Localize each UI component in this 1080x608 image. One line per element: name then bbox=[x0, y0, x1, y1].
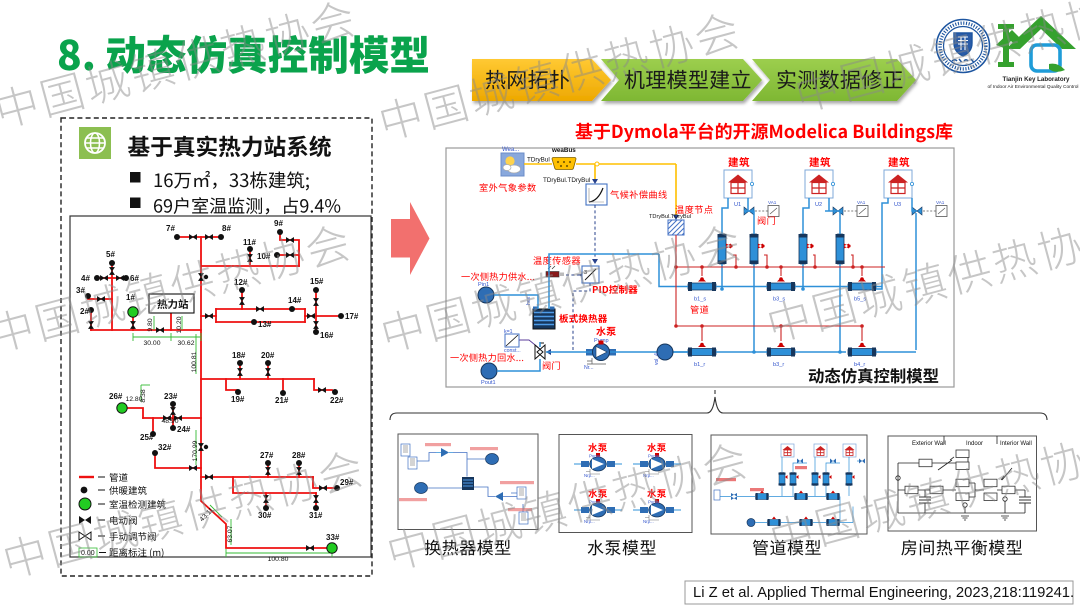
svg-text:19#: 19# bbox=[231, 395, 245, 404]
svg-text:weaBus: weaBus bbox=[551, 147, 576, 154]
svg-text:8.38: 8.38 bbox=[140, 389, 147, 402]
svg-text:Pump: Pump bbox=[589, 500, 601, 505]
svg-text:63.07: 63.07 bbox=[227, 525, 234, 542]
svg-text:b1_r: b1_r bbox=[694, 362, 705, 368]
svg-text:5#: 5# bbox=[106, 250, 115, 259]
svg-text:22#: 22# bbox=[330, 396, 344, 405]
svg-text:TDryBul.TDryBul: TDryBul.TDryBul bbox=[543, 177, 590, 184]
svg-text:30.62: 30.62 bbox=[177, 340, 194, 347]
svg-text:18#: 18# bbox=[232, 351, 246, 360]
svg-text:28#: 28# bbox=[292, 451, 306, 460]
svg-text:4#: 4# bbox=[81, 274, 90, 283]
svg-text:b1_s: b1_s bbox=[694, 297, 706, 303]
svg-text:b5_s: b5_s bbox=[854, 297, 866, 303]
svg-text:Pout1: Pout1 bbox=[481, 380, 496, 386]
svg-text:32#: 32# bbox=[158, 443, 172, 452]
svg-text:3#: 3# bbox=[76, 286, 85, 295]
svg-text:Nrp...: Nrp... bbox=[584, 519, 595, 524]
svg-text:TDryBul: TDryBul bbox=[527, 157, 550, 164]
svg-text:b3_r: b3_r bbox=[773, 362, 784, 368]
svg-text:Nr...: Nr... bbox=[584, 365, 594, 371]
svg-text:13#: 13# bbox=[258, 320, 272, 329]
svg-text:U2: U2 bbox=[815, 202, 822, 208]
svg-text:U1: U1 bbox=[734, 202, 741, 208]
svg-text:U3: U3 bbox=[894, 202, 901, 208]
svg-text:9#: 9# bbox=[274, 219, 283, 228]
svg-text:12#: 12# bbox=[234, 278, 248, 287]
svg-text:Pump: Pump bbox=[648, 500, 660, 505]
svg-text:17#: 17# bbox=[345, 312, 359, 321]
svg-text:170.99: 170.99 bbox=[192, 440, 199, 461]
svg-text:33#: 33# bbox=[326, 533, 340, 542]
svg-text:Indoor: Indoor bbox=[966, 441, 983, 447]
svg-text:29#: 29# bbox=[340, 478, 354, 487]
svg-text:Exterior Wall: Exterior Wall bbox=[912, 441, 946, 447]
svg-text:Nrp...: Nrp... bbox=[584, 473, 595, 478]
svg-text:VA1: VA1 bbox=[857, 200, 866, 205]
svg-text:3: 3 bbox=[584, 270, 587, 276]
svg-text:6#: 6# bbox=[130, 274, 139, 283]
svg-text:10#: 10# bbox=[257, 252, 271, 261]
svg-text:7#: 7# bbox=[166, 224, 175, 233]
svg-text:30.00: 30.00 bbox=[143, 340, 160, 347]
svg-text:100.81: 100.81 bbox=[191, 351, 198, 372]
svg-text:hex: hex bbox=[526, 296, 532, 305]
svg-text:TDryBul.TDryBul: TDryBul.TDryBul bbox=[649, 214, 691, 220]
svg-text:10.20: 10.20 bbox=[176, 316, 183, 333]
svg-text:of Indoor Air Environmental Qu: of Indoor Air Environmental Quality Cont… bbox=[988, 84, 1079, 90]
svg-text:0.00: 0.00 bbox=[81, 550, 95, 557]
svg-text:Nrp...: Nrp... bbox=[643, 473, 654, 478]
svg-text:Pin1: Pin1 bbox=[478, 282, 489, 288]
svg-text:12.80: 12.80 bbox=[125, 396, 142, 403]
svg-text:25#: 25# bbox=[140, 433, 154, 442]
svg-text:21#: 21# bbox=[275, 396, 289, 405]
svg-text:2#: 2# bbox=[80, 307, 89, 316]
svg-text:Pump: Pump bbox=[589, 454, 601, 459]
svg-text:Pump: Pump bbox=[648, 454, 660, 459]
svg-text:const...: const... bbox=[504, 348, 521, 354]
svg-text:Interior Wall: Interior Wall bbox=[1000, 441, 1032, 447]
svg-text:k=1: k=1 bbox=[504, 329, 513, 335]
svg-text:9.80: 9.80 bbox=[147, 318, 154, 331]
svg-text:b4_r: b4_r bbox=[854, 362, 865, 368]
svg-text:Nrp...: Nrp... bbox=[643, 519, 654, 524]
svg-text:VA1: VA1 bbox=[768, 200, 777, 205]
svg-text:11#: 11# bbox=[243, 238, 256, 247]
svg-text:26#: 26# bbox=[109, 392, 123, 401]
svg-text:8#: 8# bbox=[222, 224, 231, 233]
svg-text:1#: 1# bbox=[126, 293, 135, 302]
svg-text:24#: 24# bbox=[177, 425, 191, 434]
svg-text:14#: 14# bbox=[288, 296, 302, 305]
svg-text:Tianjin Key Laboratory: Tianjin Key Laboratory bbox=[1003, 76, 1070, 83]
svg-text:VA1: VA1 bbox=[936, 200, 945, 205]
svg-text:Wea...: Wea... bbox=[502, 147, 520, 153]
svg-text:30#: 30# bbox=[258, 511, 272, 520]
svg-text:20#: 20# bbox=[261, 351, 275, 360]
svg-text:b3_s: b3_s bbox=[773, 297, 785, 303]
svg-text:vol_4: vol_4 bbox=[654, 353, 660, 365]
svg-text:48.90: 48.90 bbox=[161, 418, 178, 425]
svg-text:15#: 15# bbox=[310, 277, 324, 286]
svg-text:27#: 27# bbox=[260, 451, 274, 460]
svg-text:31#: 31# bbox=[309, 511, 323, 520]
svg-text:100.80: 100.80 bbox=[268, 556, 289, 563]
svg-text:16#: 16# bbox=[320, 331, 334, 340]
svg-text:23#: 23# bbox=[164, 392, 178, 401]
svg-text:Li Z et al. Applied Thermal En: Li Z et al. Applied Thermal Engineering,… bbox=[693, 585, 1074, 601]
